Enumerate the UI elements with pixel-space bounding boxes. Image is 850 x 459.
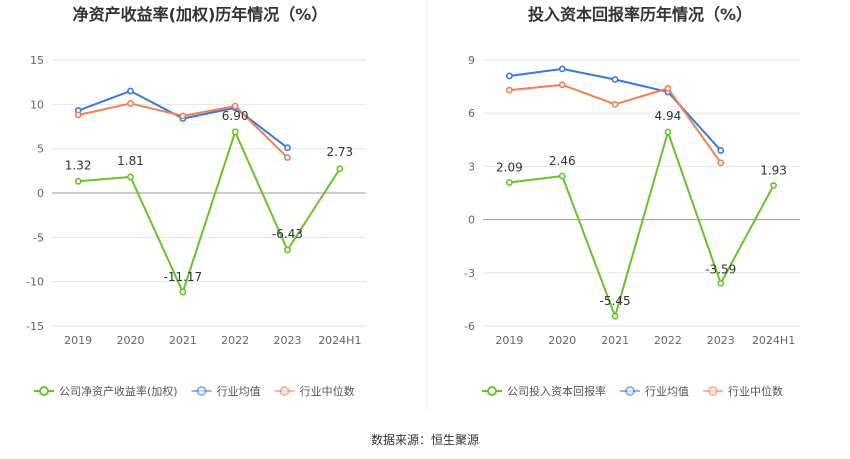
data-point-company [558,172,566,180]
series-line-company [509,130,775,318]
legend-label: 行业中位数 [728,384,783,398]
data-point-company [179,288,187,296]
legend-label: 公司净资产收益率(加权) [59,384,178,398]
x-tick-label: 2021 [601,334,629,347]
data-label: 2.46 [549,154,576,168]
chart-title: 净资产收益率(加权)历年情况（%） [73,5,328,24]
x-tick-label: 2022 [654,334,682,347]
x-tick-label: 2024H1 [752,334,795,347]
data-point-industry_median [179,112,187,120]
y-tick-label: -3 [464,267,475,280]
x-tick-label: 2021 [169,334,197,347]
legend-marker-industry_median [708,386,718,396]
legend-label: 公司投入资本回报率 [507,384,606,398]
series-line-company [78,130,341,294]
y-tick-label: 10 [30,98,44,111]
data-point-industry_median [231,102,239,110]
data-point-industry_avg [611,76,619,83]
legend-label: 行业均值 [645,385,689,398]
x-tick-label: 2024H1 [318,334,361,347]
y-tick-label: -10 [26,276,44,289]
data-point-company [127,173,134,181]
data-point-industry_median [664,84,672,92]
y-tick-label: -15 [26,320,44,333]
data-label: 1.93 [760,163,787,177]
data-point-company [506,179,513,186]
y-tick-label: 0 [37,187,44,200]
data-point-industry_median [74,111,82,119]
y-tick-label: 15 [30,54,44,67]
data-point-industry_avg [717,147,725,154]
chart-title: 投入资本回报率历年情况（%） [528,5,752,24]
data-point-industry_median [717,159,725,167]
data-point-company [231,128,239,136]
data-label: -11.17 [163,270,202,284]
data-point-industry_median [558,81,566,89]
series-line-industry_median [509,83,722,164]
data-source-note: 数据来源：恒生聚源 [370,433,479,447]
x-tick-label: 2020 [548,334,576,347]
legend-marker-company [487,386,497,396]
data-point-industry_avg [558,65,566,73]
data-label: -6.43 [272,227,303,241]
data-label: 2.09 [496,161,523,175]
data-label: -3.59 [705,262,736,276]
legend-label: 行业中位数 [300,384,355,398]
legend-marker-industry_avg [625,386,635,396]
data-point-company [717,279,725,287]
data-point-company [74,177,82,185]
data-label: 1.81 [117,154,144,168]
legend-marker-company [39,386,49,396]
data-point-industry_avg [284,144,291,152]
y-tick-label: 6 [468,107,475,120]
legend-marker-industry_avg [196,386,207,396]
data-point-industry_avg [127,87,134,95]
data-point-company [664,128,672,136]
x-tick-label: 2020 [117,334,145,347]
data-point-company [336,165,344,173]
data-label: 4.94 [655,109,682,123]
data-label: 6.90 [222,109,249,123]
legend-marker-industry_median [279,386,290,396]
data-label: -5.45 [600,294,631,308]
y-tick-label: -5 [33,231,44,244]
y-tick-label: -6 [464,320,475,333]
x-tick-label: 2019 [64,334,92,347]
data-point-company [611,312,619,320]
data-point-industry_median [127,100,134,107]
y-tick-label: 0 [468,214,475,227]
x-tick-label: 2019 [495,334,523,347]
data-point-industry_median [611,100,619,108]
data-point-industry_avg [506,72,513,80]
data-label: 1.32 [65,158,92,172]
x-tick-label: 2023 [707,334,735,347]
data-point-industry_median [284,154,291,161]
legend-label: 行业均值 [217,385,261,398]
y-tick-label: 5 [37,143,44,156]
data-label: 2.73 [326,145,353,159]
data-point-industry_median [506,86,513,94]
y-tick-label: 3 [468,160,475,173]
x-tick-label: 2022 [221,334,249,347]
data-point-company [770,181,777,189]
data-point-company [284,246,291,254]
x-tick-label: 2023 [274,334,302,347]
series-line-industry_median [77,102,289,159]
y-tick-label: 9 [468,54,475,67]
